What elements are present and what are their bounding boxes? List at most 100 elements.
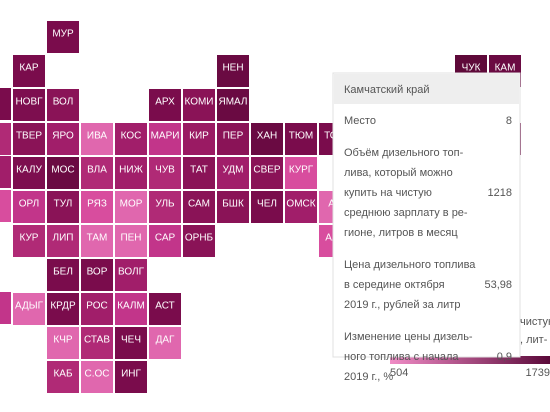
tile bbox=[81, 361, 113, 393]
tooltip-header bbox=[334, 74, 519, 104]
tile bbox=[115, 361, 147, 393]
tooltip-value: 0,9 bbox=[497, 351, 512, 363]
tile-partial bbox=[0, 88, 11, 120]
tile-label: КРДР bbox=[50, 301, 76, 312]
tile-label: МОР bbox=[120, 199, 143, 210]
tile-label: УДМ bbox=[222, 165, 243, 176]
tooltip-label: Изменение цены дизель- bbox=[344, 331, 473, 343]
tile-partial bbox=[0, 292, 11, 324]
tooltip-label: в середине октября bbox=[344, 279, 445, 291]
tile-label: НИЖ bbox=[119, 165, 143, 176]
tile bbox=[47, 123, 79, 155]
tile-label: УЛЬ bbox=[155, 199, 175, 210]
tile-label: БЕЛ bbox=[53, 267, 73, 278]
tooltip-title: Камчатский край bbox=[344, 84, 429, 96]
tile bbox=[149, 123, 181, 155]
tile-label: НЕН bbox=[222, 63, 243, 74]
tile-label: ТВЕР bbox=[16, 131, 42, 142]
tooltip-label: лива, который можно bbox=[344, 167, 453, 179]
tooltip-label: 2019 г., рублей за литр bbox=[344, 299, 460, 311]
tile bbox=[183, 89, 215, 121]
tile bbox=[285, 157, 317, 189]
tile bbox=[149, 327, 181, 359]
tile bbox=[13, 89, 45, 121]
legend-max: 1739 bbox=[526, 367, 550, 379]
tile bbox=[115, 123, 147, 155]
tile bbox=[115, 327, 147, 359]
tile bbox=[183, 123, 215, 155]
tile-label: МОС bbox=[51, 165, 74, 176]
tile bbox=[217, 55, 249, 87]
tile bbox=[217, 89, 249, 121]
tile-label: ЧУК bbox=[462, 63, 481, 74]
tile-label: ХАН bbox=[257, 131, 278, 142]
tile-label: МУР bbox=[52, 29, 74, 40]
legend-title: чистую bbox=[520, 316, 550, 328]
tooltip-label: Место bbox=[344, 115, 376, 127]
tile-label: ЧЕЧ bbox=[121, 335, 141, 346]
tile-label: ЯРО bbox=[52, 131, 74, 142]
tile bbox=[81, 157, 113, 189]
tile-label: КАМ bbox=[495, 63, 516, 74]
tile-label: С.ОС bbox=[85, 369, 110, 380]
tile bbox=[81, 225, 113, 257]
tile bbox=[183, 157, 215, 189]
tile-label: РЯЗ bbox=[87, 199, 107, 210]
tooltip-label: ного топлива с начала bbox=[344, 351, 459, 363]
legend-min: 504 bbox=[390, 367, 408, 379]
tile bbox=[47, 259, 79, 291]
tile-label: ПЕР bbox=[223, 131, 244, 142]
tooltip-label: гионе, литров в месяц bbox=[344, 227, 458, 239]
tile-label: ТУЛ bbox=[54, 199, 73, 210]
tile-partial bbox=[0, 156, 11, 188]
tile bbox=[81, 191, 113, 223]
tile-label: ТАТ bbox=[190, 165, 208, 176]
tile-label: СВЕР bbox=[253, 165, 281, 176]
tile bbox=[81, 123, 113, 155]
tile-label: ТАМ bbox=[87, 233, 108, 244]
tile bbox=[115, 259, 147, 291]
tile-label: КАЛУ bbox=[16, 165, 42, 176]
tile bbox=[115, 157, 147, 189]
tile-label: ИНГ bbox=[121, 369, 141, 380]
tile-label: РОС bbox=[86, 301, 107, 312]
tile bbox=[115, 293, 147, 325]
tooltip-label: 2019 г., % bbox=[344, 371, 393, 383]
tile-label: НОВГ bbox=[15, 97, 43, 108]
tile-label: КОМИ bbox=[184, 97, 213, 108]
tile bbox=[217, 123, 249, 155]
tile bbox=[47, 361, 79, 393]
tile bbox=[217, 157, 249, 189]
tooltip-box bbox=[332, 72, 521, 358]
tile bbox=[13, 191, 45, 223]
tile-label: ВОЛ bbox=[53, 97, 74, 108]
tooltip-value: 53,98 bbox=[484, 279, 512, 291]
tile bbox=[47, 327, 79, 359]
tooltip-value: 1218 bbox=[488, 187, 512, 199]
tile bbox=[47, 225, 79, 257]
tile-label: ЯМАЛ bbox=[218, 97, 247, 108]
tile-label: САМ bbox=[188, 199, 210, 210]
tile bbox=[13, 293, 45, 325]
tile bbox=[47, 89, 79, 121]
tile bbox=[183, 191, 215, 223]
tile-label: КЧР bbox=[53, 335, 72, 346]
tile-label: ДАГ bbox=[156, 335, 175, 346]
tile bbox=[47, 157, 79, 189]
tile-label: ОМСК bbox=[286, 199, 315, 210]
tile bbox=[81, 293, 113, 325]
tile bbox=[81, 259, 113, 291]
tile-label: КОС bbox=[121, 131, 142, 142]
tile bbox=[285, 191, 317, 223]
tile-partial bbox=[0, 190, 11, 222]
tile bbox=[81, 327, 113, 359]
tile-label: ВОР bbox=[87, 267, 108, 278]
tooltip-label: Объём дизельного топ- bbox=[344, 147, 464, 159]
tooltip-value: 8 bbox=[506, 115, 512, 127]
tile bbox=[13, 123, 45, 155]
tile-label: ОРЛ bbox=[19, 199, 39, 210]
tile bbox=[251, 191, 283, 223]
tile-label: ВЛА bbox=[87, 165, 107, 176]
tile bbox=[0, 123, 11, 155]
tile bbox=[251, 123, 283, 155]
